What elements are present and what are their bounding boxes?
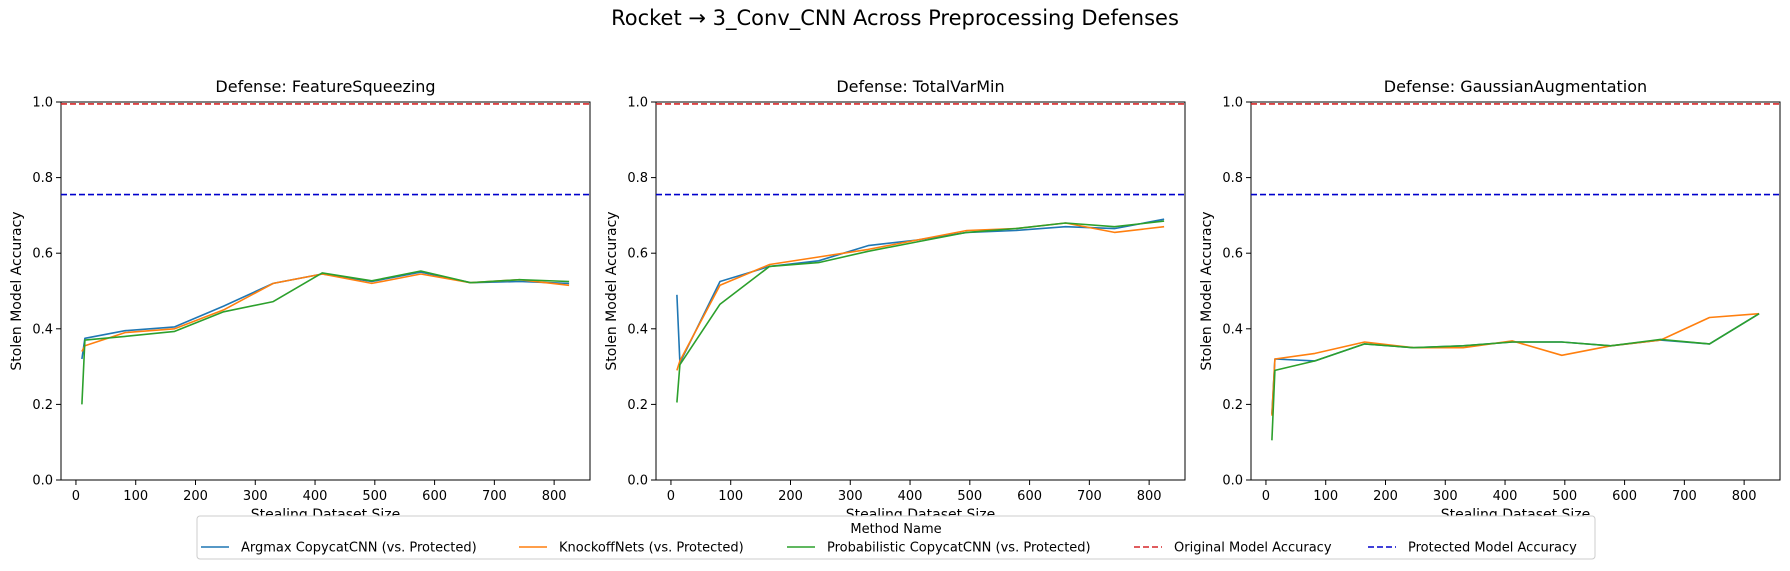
panel-title: Defense: GaussianAugmentation [1384, 77, 1647, 96]
y-tick-label: 0.6 [627, 247, 648, 262]
y-axis-label: Stolen Model Accuracy [9, 211, 25, 370]
x-tick-label: 600 [422, 489, 447, 504]
x-tick-label: 800 [542, 489, 567, 504]
y-tick-label: 0.0 [1222, 474, 1243, 489]
y-tick-label: 0.4 [1222, 322, 1243, 337]
x-tick-label: 300 [243, 489, 268, 504]
x-tick-label: 100 [718, 489, 743, 504]
y-tick-label: 0.6 [32, 247, 53, 262]
x-tick-label: 600 [1017, 489, 1042, 504]
x-tick-label: 400 [898, 489, 923, 504]
y-tick-label: 0.8 [32, 171, 53, 186]
series-line-1 [676, 218, 1165, 364]
legend-label-2: KnockoffNets (vs. Protected) [559, 541, 744, 556]
series-line-3 [1271, 313, 1760, 441]
x-tick-label: 800 [1732, 489, 1757, 504]
series-line-2 [676, 222, 1165, 371]
panel-2: Defense: TotalVarMin 0 100 200 300 400 500 600 7… [604, 77, 1186, 523]
x-tick-label: 0 [72, 489, 80, 504]
x-tick-label: 0 [1262, 489, 1270, 504]
y-tick-label: 0.2 [32, 398, 53, 413]
x-tick-label: 200 [1373, 489, 1398, 504]
y-tick-label: 1.0 [1222, 96, 1243, 111]
x-tick-label: 400 [303, 489, 328, 504]
y-tick-label: 0.0 [32, 474, 53, 489]
x-tick-label: 800 [1137, 489, 1162, 504]
legend-label-4: Original Model Accuracy [1174, 541, 1332, 556]
x-tick-label: 500 [957, 489, 982, 504]
x-tick-label: 500 [1552, 489, 1577, 504]
y-tick-label: 1.0 [32, 96, 53, 111]
x-tick-label: 300 [838, 489, 863, 504]
legend: Method Name Argmax CopycatCNN (vs. Protec… [196, 515, 1596, 560]
x-tick-label: 700 [1672, 489, 1697, 504]
plot-frame [655, 101, 1186, 481]
x-tick-label: 300 [1433, 489, 1458, 504]
series-line-1 [81, 271, 570, 360]
panel-1: Defense: FeatureSqueezing 0 100 200 300 400 50… [9, 77, 591, 523]
series-line-3 [81, 270, 570, 405]
y-tick-label: 0.2 [627, 398, 648, 413]
panel-title: Defense: FeatureSqueezing [215, 77, 435, 96]
x-tick-label: 500 [362, 489, 387, 504]
y-tick-label: 0.6 [1222, 247, 1243, 262]
legend-label-5: Protected Model Accuracy [1408, 541, 1577, 556]
x-tick-label: 100 [1313, 489, 1338, 504]
y-tick-label: 0.4 [32, 322, 53, 337]
x-tick-label: 100 [123, 489, 148, 504]
y-tick-label: 0.4 [627, 322, 648, 337]
panel-3: Defense: GaussianAugmentation 0 100 200 300 4… [1199, 77, 1781, 523]
legend-title: Method Name [850, 522, 941, 537]
y-tick-label: 0.8 [627, 171, 648, 186]
x-tick-label: 200 [778, 489, 803, 504]
y-tick-label: 1.0 [627, 96, 648, 111]
x-tick-label: 0 [667, 489, 675, 504]
x-tick-label: 200 [183, 489, 208, 504]
x-tick-label: 600 [1612, 489, 1637, 504]
figure-title: Rocket → 3_Conv_CNN Across Preprocessing… [611, 6, 1179, 31]
legend-label-1: Argmax CopycatCNN (vs. Protected) [241, 541, 477, 556]
x-tick-label: 700 [482, 489, 507, 504]
series-line-2 [1271, 312, 1760, 416]
x-tick-label: 400 [1493, 489, 1518, 504]
plot-frame [1250, 101, 1781, 481]
series-line-3 [676, 220, 1165, 403]
plot-frame [60, 101, 591, 481]
series-line-2 [81, 273, 570, 352]
legend-box [196, 515, 1596, 560]
y-tick-label: 0.8 [1222, 171, 1243, 186]
y-axis-label: Stolen Model Accuracy [604, 211, 620, 370]
x-tick-label: 700 [1077, 489, 1102, 504]
y-tick-label: 0.2 [1222, 398, 1243, 413]
legend-label-3: Probabilistic CopycatCNN (vs. Protected) [827, 541, 1091, 556]
y-axis-label: Stolen Model Accuracy [1199, 211, 1215, 370]
panel-title: Defense: TotalVarMin [836, 77, 1004, 96]
y-tick-label: 0.0 [627, 474, 648, 489]
panels: Defense: FeatureSqueezing 0 100 200 300 400 50… [9, 77, 1781, 523]
